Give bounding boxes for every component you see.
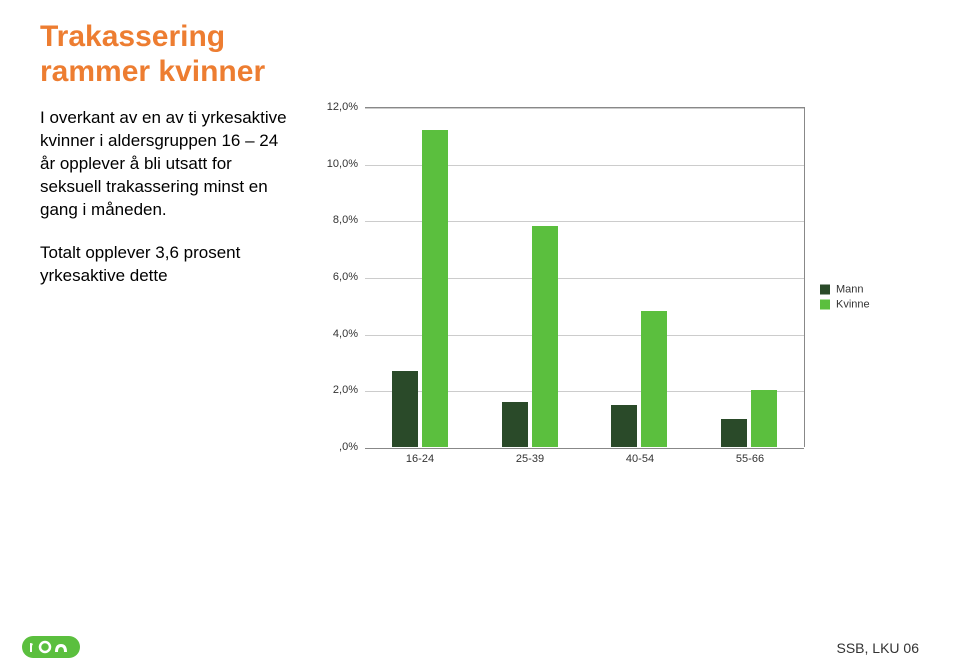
bar xyxy=(721,419,747,447)
title-line1: Trakassering xyxy=(40,20,225,53)
y-axis-tick: 12,0% xyxy=(310,101,358,113)
legend-item: Mann xyxy=(820,284,870,296)
x-axis-tick: 25-39 xyxy=(475,453,585,465)
bar xyxy=(641,311,667,447)
bar-group xyxy=(585,108,695,447)
body-para-1: I overkant av en av ti yrkesaktive kvinn… xyxy=(40,107,290,222)
y-axis-tick: 2,0% xyxy=(310,384,358,396)
y-axis-tick: 6,0% xyxy=(310,271,358,283)
y-axis-tick: 10,0% xyxy=(310,158,358,170)
legend-label: Mann xyxy=(836,284,864,296)
legend-label: Kvinne xyxy=(836,299,870,311)
bar xyxy=(392,371,418,448)
x-axis-tick: 40-54 xyxy=(585,453,695,465)
bar-group xyxy=(475,108,585,447)
bar xyxy=(611,405,637,448)
bar-group xyxy=(694,108,804,447)
bar xyxy=(502,402,528,447)
y-axis-tick: 8,0% xyxy=(310,214,358,226)
legend-swatch xyxy=(820,285,830,295)
footer: SSB, LKU 06 xyxy=(0,632,959,666)
y-axis-tick: 4,0% xyxy=(310,328,358,340)
legend-item: Kvinne xyxy=(820,299,870,311)
source-label: SSB, LKU 06 xyxy=(837,640,920,656)
body-column: I overkant av en av ti yrkesaktive kvinn… xyxy=(40,107,310,487)
bar xyxy=(532,226,558,447)
bar-group xyxy=(365,108,475,447)
body-para-2: Totalt opplever 3,6 prosent yrkesaktive … xyxy=(40,242,290,288)
x-axis-tick: 55-66 xyxy=(695,453,805,465)
y-axis-tick: ,0% xyxy=(310,441,358,453)
bar-chart: ,0%2,0%4,0%6,0%8,0%10,0%12,0% 16-2425-39… xyxy=(310,107,870,487)
slide-title: Trakassering rammer kvinner xyxy=(40,20,919,89)
x-axis-tick: 16-24 xyxy=(365,453,475,465)
chart-legend: Mann Kvinne xyxy=(820,281,870,314)
logo xyxy=(22,636,80,658)
title-line2: rammer kvinner xyxy=(40,55,265,88)
bar xyxy=(422,130,448,447)
legend-swatch xyxy=(820,300,830,310)
gridline xyxy=(365,448,804,449)
bar xyxy=(751,390,777,447)
